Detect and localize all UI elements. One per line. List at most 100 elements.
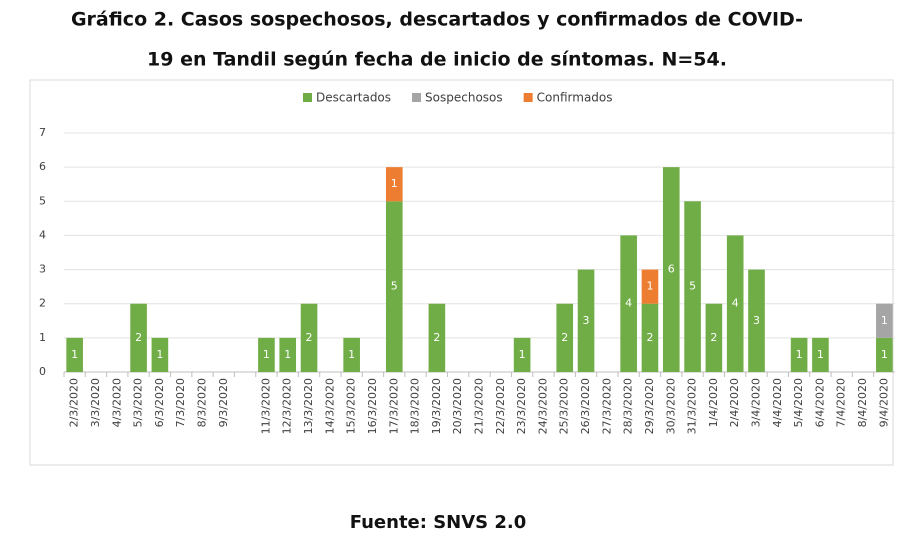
x-tick-label: 5/4/2020 (792, 378, 805, 427)
legend-label: Descartados (316, 91, 391, 105)
x-tick-label: 3/4/2020 (750, 378, 763, 427)
x-tick-label: 28/3/2020 (622, 378, 635, 434)
bar-segment (662, 167, 680, 372)
x-tick-label: 15/3/2020 (345, 378, 358, 434)
bar-segment (684, 201, 701, 372)
data-label: 1 (284, 348, 291, 361)
data-label: 1 (646, 280, 653, 293)
x-tick-label: 22/3/2020 (494, 378, 507, 434)
x-tick-label: 18/3/2020 (409, 378, 422, 434)
x-tick-label: 13/3/2020 (302, 378, 315, 434)
x-tick-label: 19/3/2020 (430, 378, 443, 434)
bar-segment (876, 303, 893, 338)
x-tick-label: 2/3/2020 (68, 378, 81, 427)
x-tick-label: 21/3/2020 (473, 378, 486, 434)
bar-segment (705, 303, 723, 372)
data-label: 1 (263, 348, 270, 361)
y-tick-label: 1 (39, 331, 46, 344)
data-label: 2 (561, 331, 568, 344)
x-tick-label: 24/3/2020 (536, 378, 549, 434)
data-label: 1 (881, 348, 888, 361)
x-tick-label: 8/4/2020 (856, 378, 869, 427)
data-label: 1 (796, 348, 803, 361)
x-tick-label: 7/3/2020 (174, 378, 187, 427)
legend-label: Confirmados (537, 91, 613, 105)
x-tick-label: 23/3/2020 (515, 378, 528, 434)
bar-segment (258, 337, 275, 372)
bar-segment (577, 269, 595, 372)
bar-segment (790, 337, 808, 372)
bar-segment (748, 269, 765, 372)
x-tick-label: 11/3/2020 (259, 378, 272, 434)
bar-segment (726, 235, 744, 372)
bar-segment (428, 303, 446, 372)
data-label: 1 (391, 177, 398, 190)
bar-segment (66, 337, 83, 372)
x-tick-label: 3/3/2020 (89, 378, 102, 427)
data-label: 1 (156, 348, 163, 361)
data-label: 1 (817, 348, 824, 361)
data-label: 2 (646, 331, 653, 344)
bar-segment (876, 337, 893, 372)
chart-subtitle: 19 en Tandil según fecha de inicio de sí… (147, 49, 727, 71)
bar-segment (812, 337, 829, 372)
x-tick-label: 20/3/2020 (451, 378, 464, 434)
x-tick-label: 16/3/2020 (366, 378, 379, 434)
data-label: 1 (881, 314, 888, 327)
bar-segment (385, 201, 403, 372)
y-tick-label: 4 (39, 228, 46, 241)
x-tick-label: 30/3/2020 (664, 378, 677, 434)
data-label: 1 (71, 348, 78, 361)
y-tick-label: 2 (39, 297, 46, 310)
x-tick-label: 26/3/2020 (579, 378, 592, 434)
x-tick-label: 9/4/2020 (877, 378, 890, 427)
legend-swatch (412, 93, 422, 102)
x-tick-label: 9/3/2020 (217, 378, 230, 427)
y-tick-label: 0 (39, 365, 46, 378)
bar-segment (300, 303, 318, 372)
legend-label: Sospechosos (425, 91, 503, 105)
x-tick-label: 25/3/2020 (558, 378, 571, 434)
data-label: 2 (433, 331, 440, 344)
x-tick-label: 8/3/2020 (196, 378, 209, 427)
data-label: 3 (753, 314, 760, 327)
data-label: 6 (668, 263, 675, 276)
bar-segment (556, 303, 574, 372)
data-label: 2 (306, 331, 313, 344)
y-tick-label: 3 (39, 263, 46, 276)
x-tick-label: 7/4/2020 (835, 378, 848, 427)
source: Fuente: SNVS 2.0 (350, 512, 527, 533)
x-tick-label: 14/3/2020 (323, 378, 336, 434)
bar-segment (385, 167, 403, 202)
legend-swatch (523, 93, 533, 102)
bar-segment (151, 337, 169, 372)
bar-segment (513, 337, 531, 372)
data-label: 1 (519, 348, 526, 361)
x-tick-label: 4/3/2020 (110, 378, 123, 427)
x-tick-label: 1/4/2020 (707, 378, 720, 427)
x-tick-label: 29/3/2020 (643, 378, 656, 434)
bar-segment (641, 269, 659, 304)
x-tick-label: 31/3/2020 (686, 378, 699, 434)
x-tick-label: 6/4/2020 (813, 378, 826, 427)
x-tick-label: 4/4/2020 (771, 378, 784, 427)
bar-segment (343, 337, 360, 372)
data-label: 2 (710, 331, 717, 344)
data-label: 1 (348, 348, 355, 361)
x-tick-label: 5/3/2020 (132, 378, 145, 427)
x-tick-label: 6/3/2020 (153, 378, 166, 427)
data-label: 5 (689, 280, 696, 293)
data-label: 3 (583, 314, 590, 327)
y-tick-label: 6 (39, 160, 46, 173)
chart-title: Gráfico 2. Casos sospechosos, descartado… (71, 9, 803, 31)
data-label: 2 (135, 331, 142, 344)
x-tick-label: 27/3/2020 (600, 378, 613, 434)
bar-segment (620, 235, 637, 372)
x-tick-label: 2/4/2020 (728, 378, 741, 427)
legend-swatch (303, 93, 312, 102)
data-label: 4 (625, 297, 632, 310)
y-tick-label: 7 (39, 126, 46, 139)
bar-segment (279, 337, 297, 372)
